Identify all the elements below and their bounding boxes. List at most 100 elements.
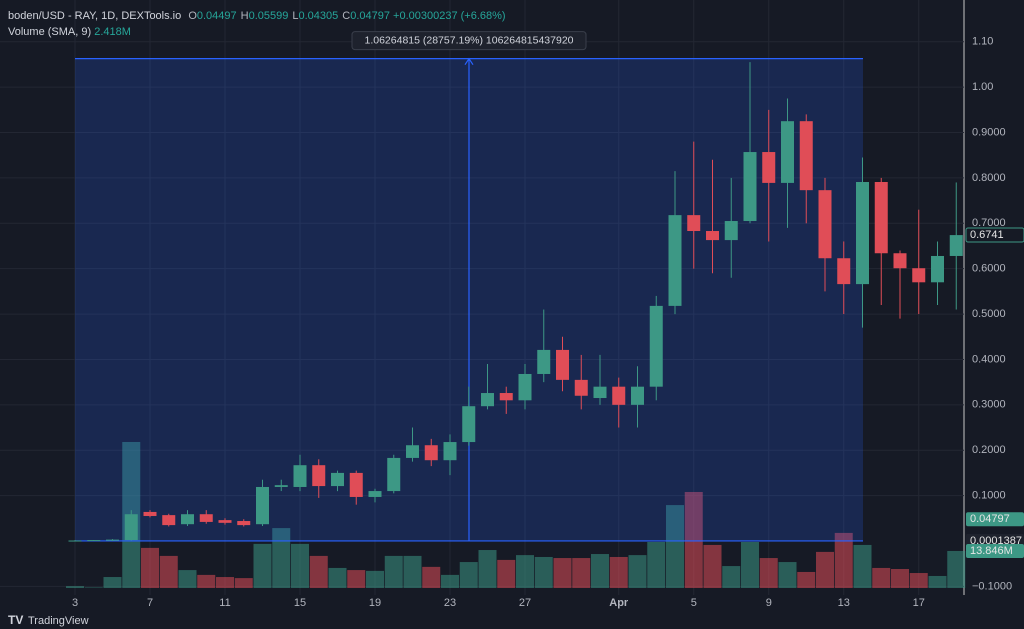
volume-bar [197,574,216,588]
axes: −0.1000 0.1000 0.2000 0.3000 0.4000 0.5000 0.6… [72,36,1024,609]
candle-body [124,514,138,541]
candle-body [481,393,494,407]
ohlc-key: H [240,10,249,22]
logo-mark: TV [8,613,23,627]
symbol: boden/USD [8,10,65,22]
candle-body [143,511,157,517]
y-tick-label: 0.5000 [972,308,1006,320]
x-tick-label: Apr [609,597,629,609]
symbol-line: boden/USD - RAY, 1D, DEXTools.io O0.0449… [8,8,506,24]
x-tick-label: 23 [444,597,456,609]
price-badge-label: 0.6741 [970,229,1004,241]
candle-body [256,486,269,525]
x-tick-label: 13 [838,597,850,609]
candle-body [724,221,738,241]
ohlc-value: 0.04305 [298,10,339,22]
volume-bar [628,555,647,588]
volume-badge-label: 13.846M [970,545,1013,557]
volume-bar [141,547,159,588]
candle-body [912,268,926,283]
candle-body [649,305,663,387]
x-tick-label: 27 [519,597,531,609]
measure-layer: 1.06264815 (28757.19%) 106264815437920 [75,31,863,542]
y-tick-label: −0.1000 [972,580,1012,592]
candle-body [199,514,213,522]
candle-body [818,190,832,259]
candle-body [799,121,813,191]
candle-body [274,485,288,487]
volume-bar [909,573,928,588]
volume-bar [834,532,853,588]
candle-body [312,465,326,487]
volume-bar [291,543,309,588]
y-tick-label: 0.7000 [972,217,1006,229]
volume-bar [478,550,497,588]
candle-body [462,406,476,443]
y-tick-label: 1.10 [972,36,993,48]
measure-arrowhead [464,57,474,65]
indicator: Volume (SMA, 9) [8,26,92,38]
brand-text: TradingView [28,615,89,627]
candle-body [537,349,551,374]
x-tick-label: 11 [219,597,230,609]
volume-bar [84,587,103,588]
candle-body [612,386,626,405]
candle-body [237,521,251,526]
candle-body [293,465,307,487]
candle-body [856,181,869,285]
volume-layer [66,441,966,588]
volume-bar [703,544,722,588]
candle-body [181,514,194,525]
ohlc-value: 0.04497 [196,10,237,22]
candle-body [406,445,419,458]
volume-bar [778,562,797,588]
volume-badge [966,543,1024,558]
volume-bar [178,570,197,588]
y-tick-label: 0.3000 [972,399,1006,411]
candle-body [518,373,532,401]
candle-body [631,386,644,405]
candle-body [706,231,719,241]
y-tick-label: 0.8000 [972,172,1006,184]
y-tick-label: 0.9000 [972,126,1006,138]
legend-header: boden/USD - RAY, 1D, DEXTools.io O0.0449… [8,8,506,40]
x-tick-label: 9 [766,597,772,609]
candle-body [87,540,101,542]
candle-body [743,152,757,222]
price-badge-label: 0.04797 [970,513,1010,525]
volume-bar [872,567,891,588]
volume-bar [103,577,122,588]
candle-body [687,215,701,232]
volume-bar [891,569,909,588]
volume-bar [947,550,966,588]
candle-body [668,215,682,306]
indicator-line: Volume (SMA, 9) 2.418M [8,24,506,40]
volume-bar [253,543,272,588]
volume-bar [328,567,347,588]
x-tick-label: 15 [294,597,306,609]
candle-body [781,121,794,183]
volume-bar [853,544,872,588]
volume-bar [666,505,684,588]
ohlc-value: 0.05599 [248,10,289,22]
volume-bar [647,542,666,588]
y-tick-label: 0.1000 [972,490,1006,502]
candle-body [874,181,888,254]
y-tick-label: 1.00 [972,81,993,93]
candle-body [424,445,438,461]
measure-label-box [351,31,587,51]
candle-body [593,386,607,399]
price-badge [965,227,1024,243]
y-tick-label: 0.2000 [972,444,1006,456]
candle-body [837,258,851,285]
candle-body [218,520,232,523]
candle-layer [68,62,963,542]
candle-body [162,515,176,526]
volume-bar [347,570,366,588]
volume-bar [66,586,84,588]
indicator-value: 2.418M [94,26,131,38]
volume-bar [403,555,422,588]
volume-bar [384,555,403,588]
volume-bar [422,566,441,588]
